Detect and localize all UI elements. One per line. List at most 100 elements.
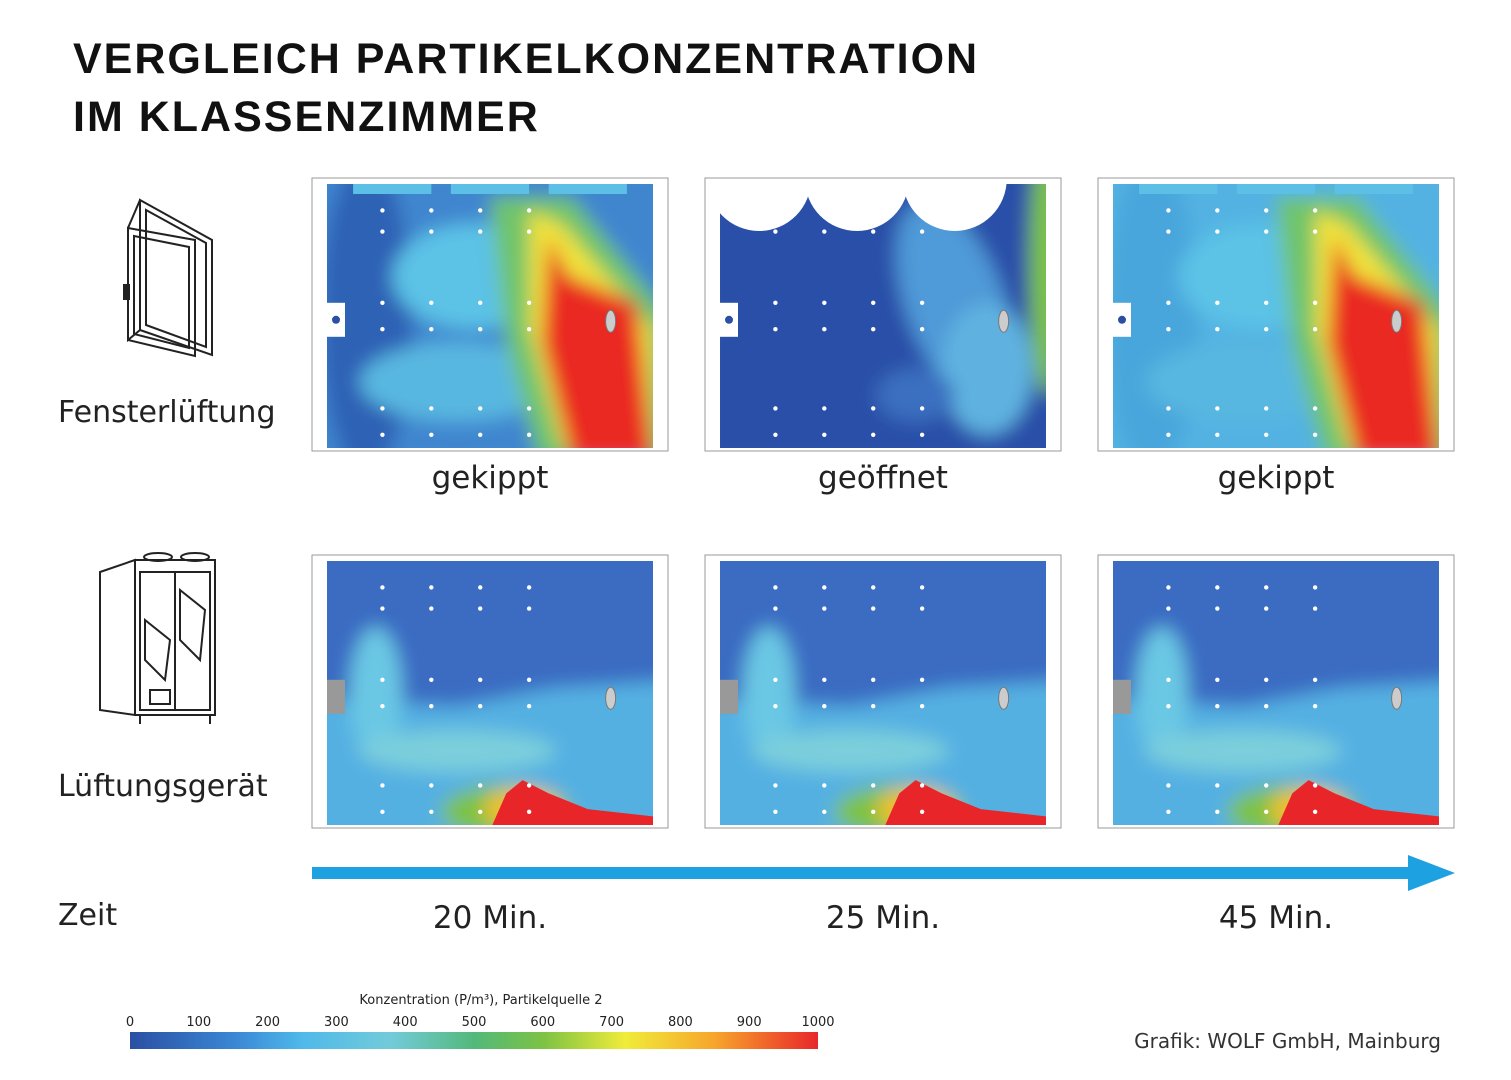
colorbar-title: Konzentration (P/m³), Partikelquelle 2	[359, 993, 602, 1008]
blob	[492, 780, 653, 825]
desk-dot	[1264, 406, 1269, 411]
desk-dot	[919, 809, 925, 814]
window	[1236, 184, 1316, 194]
desk-dot	[1312, 704, 1318, 709]
desk-dot	[822, 783, 827, 788]
desk-dot	[1312, 677, 1318, 682]
desk-dot	[1215, 704, 1220, 709]
open-window	[720, 184, 811, 231]
desk-dot	[1215, 432, 1220, 437]
time-label: Zeit	[58, 898, 117, 933]
source	[998, 309, 1010, 333]
desk-dot	[429, 208, 434, 213]
desk-dot	[380, 606, 385, 611]
desk-dot	[773, 300, 778, 305]
desk-dot	[526, 208, 532, 213]
desk-dot	[773, 606, 778, 611]
desk-dot	[1166, 432, 1171, 437]
desk-dot	[429, 432, 434, 437]
heatmap-panel	[704, 177, 1062, 452]
desk-dot	[1312, 783, 1318, 788]
desk-dot	[478, 809, 483, 814]
desk-dot	[773, 406, 778, 411]
desk-dot	[822, 585, 827, 590]
desk-dot	[1166, 809, 1171, 814]
heatmap-field	[1113, 184, 1439, 448]
window	[450, 561, 530, 571]
heatmap-field	[720, 184, 1046, 448]
colorbar-tick-label: 300	[324, 1015, 349, 1030]
colorbar-tick-label: 400	[393, 1015, 418, 1030]
desk-dot	[822, 208, 827, 213]
blob	[359, 342, 556, 422]
desk-dot	[1166, 677, 1171, 682]
desk-dot	[1166, 208, 1171, 213]
desk-dot	[478, 406, 483, 411]
desk-dot	[871, 606, 876, 611]
desk-dot	[526, 432, 532, 437]
desk-dot	[1312, 327, 1318, 332]
door	[720, 679, 738, 714]
colorbar-tick-label: 100	[186, 1015, 211, 1030]
desk-dot	[478, 327, 483, 332]
desk-dot	[773, 704, 778, 709]
desk-dot	[478, 606, 483, 611]
blob	[941, 302, 1033, 435]
desk-dot	[380, 300, 385, 305]
desk-dot	[919, 229, 925, 234]
desk-dot	[1312, 229, 1318, 234]
desk-dot	[871, 677, 876, 682]
desk-dot	[429, 585, 434, 590]
heatmap-panel	[1097, 177, 1455, 452]
desk-dot	[871, 704, 876, 709]
desk-dot	[1264, 704, 1269, 709]
desk-dot	[1215, 229, 1220, 234]
desk-dot	[1312, 208, 1318, 213]
desk-dot	[919, 677, 925, 682]
desk-dot	[1215, 585, 1220, 590]
window	[450, 184, 530, 194]
source	[1391, 686, 1403, 710]
desk-dot	[380, 208, 385, 213]
desk-dot	[822, 300, 827, 305]
desk-dot	[478, 704, 483, 709]
desk-dot	[1312, 585, 1318, 590]
blob	[1278, 780, 1439, 825]
desk-dot	[871, 208, 876, 213]
door-dot	[332, 315, 340, 324]
desk-dot	[871, 406, 876, 411]
desk-dot	[1166, 300, 1171, 305]
window	[1334, 184, 1413, 194]
desk-dot	[1312, 606, 1318, 611]
desk-dot	[773, 809, 778, 814]
heatmap	[1113, 561, 1439, 825]
heatmap-field	[720, 561, 1046, 825]
desk-dot	[429, 677, 434, 682]
desk-dot	[429, 406, 434, 411]
open-window	[902, 184, 1007, 231]
desk-dot	[478, 677, 483, 682]
desk-dot	[822, 606, 827, 611]
blob	[1328, 236, 1438, 448]
blob	[349, 627, 402, 759]
window	[1139, 561, 1218, 571]
desk-dot	[822, 809, 827, 814]
desk-dot	[380, 704, 385, 709]
desk-dot	[1312, 406, 1318, 411]
colorbar-tick-label: 200	[255, 1015, 280, 1030]
desk-dot	[526, 327, 532, 332]
desk-dot	[1166, 585, 1171, 590]
desk-dot	[526, 704, 532, 709]
desk-dot	[773, 677, 778, 682]
colorbar-tick-label: 800	[668, 1015, 693, 1030]
desk-dot	[1264, 229, 1269, 234]
desk-dot	[871, 809, 876, 814]
desk-dot	[822, 677, 827, 682]
blob	[1135, 627, 1188, 759]
window	[353, 184, 432, 194]
heatmap	[327, 184, 653, 448]
time-step: 25 Min.	[826, 900, 940, 936]
desk-dot	[1312, 300, 1318, 305]
heatmap-panel	[704, 554, 1062, 829]
desk-dot	[380, 406, 385, 411]
